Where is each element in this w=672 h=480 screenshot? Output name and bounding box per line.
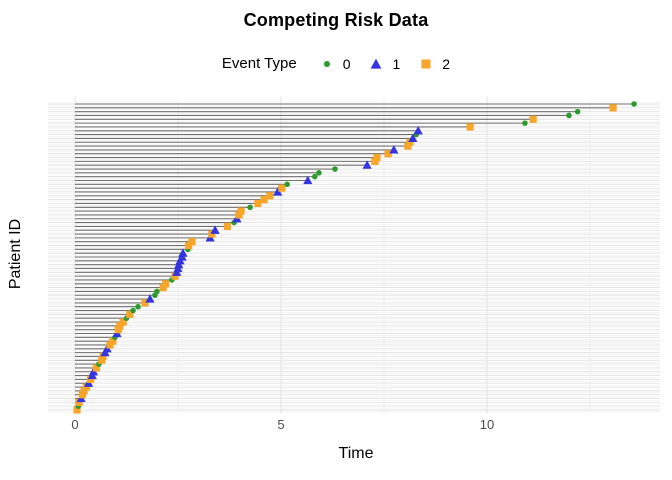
event-marker-square bbox=[188, 238, 196, 246]
x-tick-label: 5 bbox=[277, 417, 285, 432]
x-tick-label: 10 bbox=[479, 417, 495, 432]
y-axis-title: Patient ID bbox=[7, 218, 24, 290]
event-marker-square bbox=[99, 352, 107, 361]
legend-items: 0 1 2 bbox=[319, 56, 450, 72]
event-marker-circle bbox=[154, 288, 160, 295]
legend-item-0: 0 bbox=[319, 55, 351, 72]
event-marker-circle bbox=[316, 170, 322, 176]
event-marker-circle bbox=[135, 303, 141, 310]
event-marker-square bbox=[141, 299, 149, 307]
event-marker-square bbox=[266, 192, 274, 200]
event-marker-triangle bbox=[413, 125, 423, 135]
event-marker-square bbox=[87, 375, 95, 383]
event-marker-square bbox=[609, 104, 617, 112]
event-marker-triangle bbox=[389, 145, 399, 154]
event-marker-square bbox=[98, 356, 106, 364]
event-marker-circle bbox=[522, 120, 528, 126]
event-marker-circle bbox=[311, 173, 318, 180]
event-marker-square bbox=[466, 123, 474, 131]
event-marker-square bbox=[237, 207, 245, 215]
legend-label: 2 bbox=[442, 55, 451, 72]
event-marker-square bbox=[384, 150, 392, 158]
event-marker-square bbox=[80, 387, 88, 395]
event-marker-square bbox=[114, 326, 122, 334]
event-marker-square bbox=[126, 310, 134, 318]
event-marker-square bbox=[92, 364, 101, 372]
event-marker-square bbox=[82, 383, 91, 391]
event-marker-square bbox=[159, 284, 167, 292]
event-marker-triangle bbox=[303, 175, 313, 185]
event-marker-square bbox=[109, 337, 117, 345]
legend: Event Type 0 1 2 bbox=[0, 55, 672, 72]
legend-label: 1 bbox=[392, 55, 401, 72]
legend-title: Event Type bbox=[221, 55, 297, 72]
event-marker-triangle bbox=[210, 225, 220, 234]
event-marker-square bbox=[162, 280, 170, 288]
event-marker-square bbox=[404, 142, 412, 150]
event-marker-triangle bbox=[362, 160, 372, 169]
event-marker-circle bbox=[566, 112, 572, 119]
event-marker-square bbox=[208, 230, 216, 238]
chart-title: Competing Risk Data bbox=[243, 10, 429, 30]
event-marker-circle bbox=[574, 108, 581, 115]
event-marker-circle bbox=[130, 307, 136, 314]
legend-item-1: 1 bbox=[368, 56, 400, 72]
event-marker-square bbox=[371, 157, 379, 165]
event-marker-square bbox=[171, 272, 179, 280]
event-marker-square bbox=[373, 153, 381, 162]
event-marker-square bbox=[185, 241, 193, 250]
event-marker-circle bbox=[247, 204, 253, 211]
event-marker-square bbox=[78, 391, 87, 399]
event-marker-triangle bbox=[408, 133, 418, 143]
event-marker-square bbox=[235, 211, 243, 219]
event-marker-square bbox=[260, 196, 268, 204]
event-marker-square bbox=[278, 184, 286, 192]
x-tick-label: 0 bbox=[71, 417, 79, 432]
event-marker-circle bbox=[284, 181, 290, 188]
event-marker-triangle bbox=[178, 248, 188, 257]
event-marker-square bbox=[254, 199, 262, 208]
event-marker-square bbox=[406, 138, 414, 146]
event-marker-triangle bbox=[145, 294, 155, 303]
legend-item-2: 2 bbox=[418, 56, 450, 72]
event-marker-square bbox=[116, 322, 124, 330]
event-marker-square bbox=[119, 318, 127, 326]
legend-label: 0 bbox=[342, 55, 351, 72]
event-marker-square bbox=[73, 406, 81, 414]
x-axis-tick-labels: 0 5 10 bbox=[0, 417, 672, 433]
circle-legend-icon bbox=[323, 60, 330, 67]
x-axis-title: Time bbox=[338, 445, 374, 462]
event-marker-circle bbox=[631, 101, 637, 107]
square-legend-icon bbox=[421, 59, 431, 68]
event-marker-triangle bbox=[273, 187, 283, 196]
event-marker-square bbox=[106, 341, 114, 349]
event-marker-square bbox=[223, 222, 232, 230]
triangle-legend-icon bbox=[371, 58, 382, 69]
event-marker-circle bbox=[332, 166, 338, 172]
event-marker-square bbox=[529, 115, 537, 123]
event-marker-square bbox=[75, 398, 83, 406]
